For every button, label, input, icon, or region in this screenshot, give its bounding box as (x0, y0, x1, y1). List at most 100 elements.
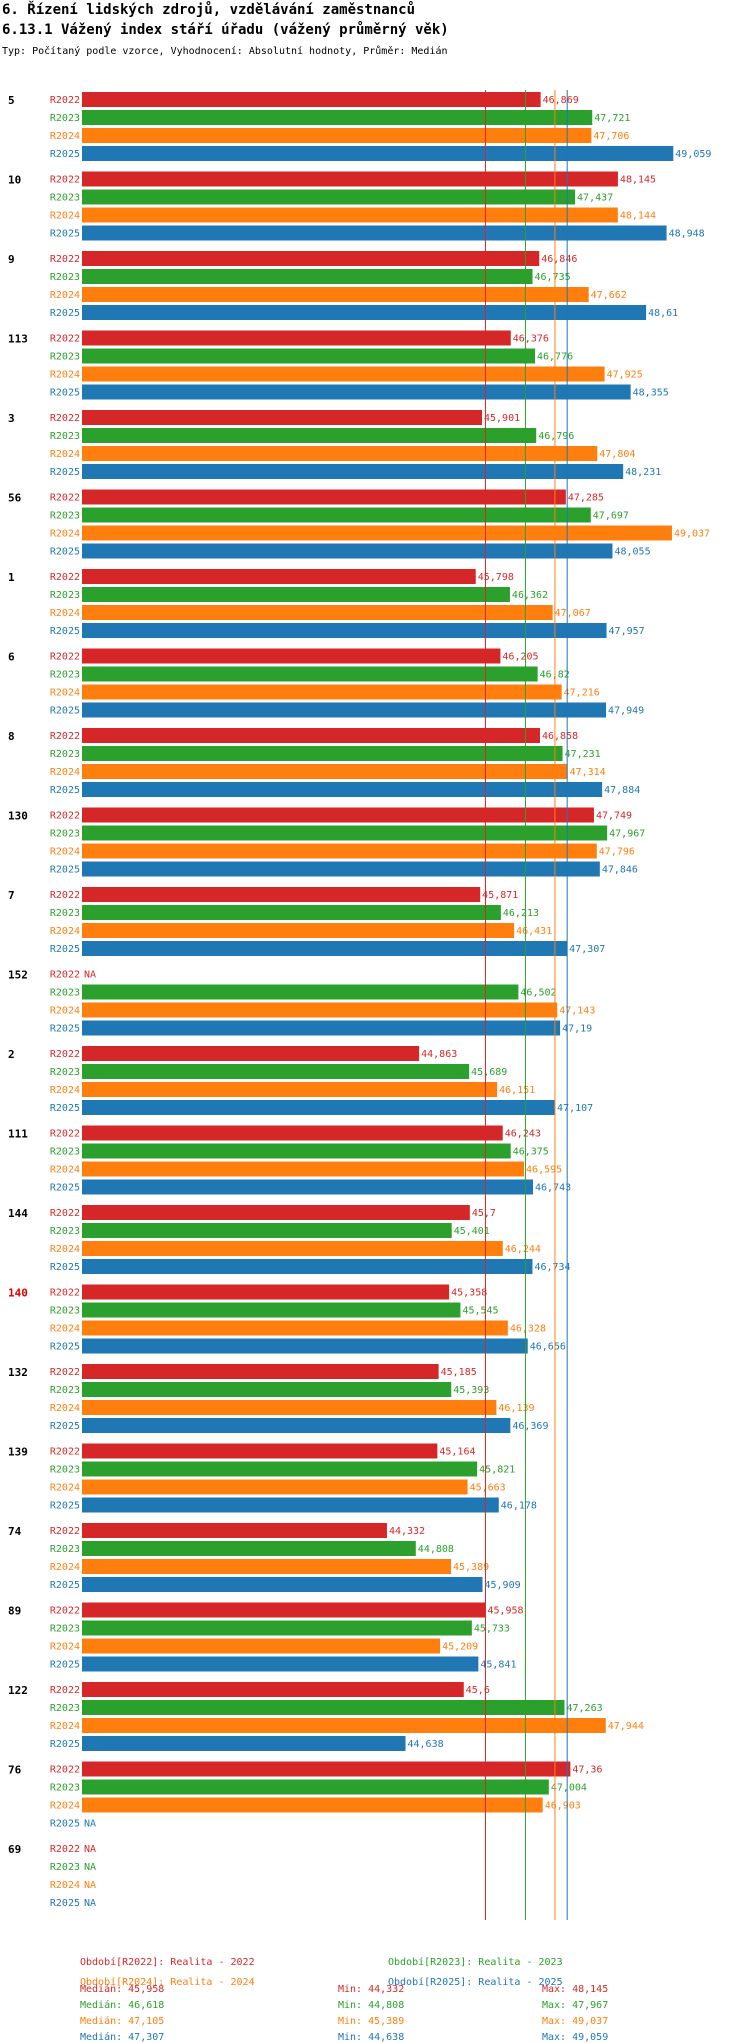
bar (82, 746, 563, 761)
bar (82, 728, 540, 743)
bar (82, 666, 538, 682)
stat-median-r2025: Medián: 47,307 (80, 2032, 165, 2043)
series-label: R2024 (50, 290, 80, 301)
bar (82, 1559, 451, 1574)
stat-min-r2022: Min: 44,332 (338, 1984, 405, 1995)
value-label: 48,145 (620, 175, 656, 186)
series-label: R2023 (50, 670, 80, 681)
bar (82, 1620, 472, 1636)
bar (82, 984, 519, 1000)
group-label: 144 (8, 1207, 28, 1220)
value-label: 49,059 (675, 149, 711, 160)
bar (82, 305, 647, 320)
series-label: R2023 (50, 1306, 80, 1317)
bar (82, 330, 511, 346)
bar (82, 1364, 439, 1379)
bar-chart: 5 R2022 46,869 R2023 47,721 R2024 47,706 R2025 4… (8, 90, 711, 1920)
value-label: 45,6 (466, 1685, 490, 1696)
value-label: NA (84, 1862, 96, 1873)
bar (82, 92, 541, 107)
group-label: 1 (8, 571, 15, 584)
value-label: 46,858 (542, 731, 578, 742)
value-label: 47,706 (593, 131, 629, 142)
series-label: R2025 (50, 308, 80, 319)
series-label: R2025 (50, 547, 80, 558)
value-label: 47,846 (602, 865, 638, 876)
bar (82, 1718, 606, 1733)
series-label: R2023 (50, 431, 80, 442)
bar (82, 251, 540, 266)
bar (82, 1418, 511, 1433)
bar (82, 1064, 470, 1079)
value-label: 45,689 (471, 1067, 507, 1078)
series-label: R2024 (50, 211, 80, 222)
bar (82, 1046, 420, 1061)
value-label: 46,595 (526, 1165, 562, 1176)
series-label: R2024 (50, 529, 80, 540)
bar (82, 525, 672, 541)
value-label: 45,909 (484, 1580, 520, 1591)
group-label: 2 (8, 1048, 15, 1061)
bar (82, 1302, 461, 1318)
value-label: 48,055 (614, 547, 650, 558)
bar (82, 702, 607, 718)
bar (82, 587, 510, 602)
value-label: 47,967 (609, 829, 645, 840)
series-label: R2024 (50, 1165, 80, 1176)
series-label: R2025 (50, 1739, 80, 1750)
value-label: 46,656 (530, 1342, 566, 1353)
series-label: R2024 (50, 847, 80, 858)
value-label: 49,037 (674, 529, 710, 540)
series-label: R2022 (50, 413, 80, 424)
bar (82, 146, 674, 161)
series-label: R2024 (50, 1483, 80, 1494)
value-label: NA (84, 1819, 96, 1830)
value-label: 46,328 (510, 1324, 546, 1335)
value-label: 47,957 (609, 626, 645, 637)
value-label: 46,178 (501, 1501, 537, 1512)
bar (82, 1241, 503, 1256)
value-label: 46,362 (512, 590, 548, 601)
bar (82, 507, 591, 523)
group-label: 8 (8, 730, 15, 743)
series-label: R2023 (50, 1147, 80, 1158)
value-label: 46,743 (535, 1183, 571, 1194)
value-label: 46,502 (520, 988, 556, 999)
group-label: 113 (8, 333, 28, 346)
series-label: R2025 (50, 706, 80, 717)
group-label: 10 (8, 174, 21, 187)
value-label: 47,231 (565, 749, 601, 760)
series-label: R2022 (50, 1367, 80, 1378)
bar (82, 1002, 558, 1018)
value-label: 46,903 (545, 1801, 581, 1812)
bar (82, 843, 597, 859)
series-label: R2025 (50, 1103, 80, 1114)
series-label: R2022 (50, 572, 80, 583)
value-label: 47,949 (608, 706, 644, 717)
series-label: R2025 (50, 865, 80, 876)
group-label: 132 (8, 1366, 28, 1379)
value-label: 46,213 (503, 908, 539, 919)
group-label: 76 (8, 1764, 22, 1777)
series-label: R2025 (50, 944, 80, 955)
bar (82, 1161, 525, 1177)
group-label: 152 (8, 969, 28, 982)
stat-max-r2025: Max: 49,059 (542, 2032, 609, 2043)
bar (82, 1700, 565, 1715)
bar (82, 1143, 511, 1159)
bar (82, 464, 624, 479)
series-label: R2022 (50, 1526, 80, 1537)
series-label: R2022 (50, 254, 80, 265)
bar (82, 543, 613, 559)
stat-median-r2023: Medián: 46,618 (80, 2000, 165, 2011)
bar (82, 782, 603, 797)
value-label: 45,393 (453, 1385, 489, 1396)
series-label: R2025 (50, 1898, 80, 1909)
bar (82, 941, 568, 956)
series-label: R2025 (50, 467, 80, 478)
group-label: 139 (8, 1446, 28, 1459)
series-label: R2024 (50, 767, 80, 778)
value-label: 45,389 (453, 1562, 489, 1573)
series-label: R2024 (50, 1880, 80, 1891)
group-label: 140 (8, 1287, 28, 1300)
